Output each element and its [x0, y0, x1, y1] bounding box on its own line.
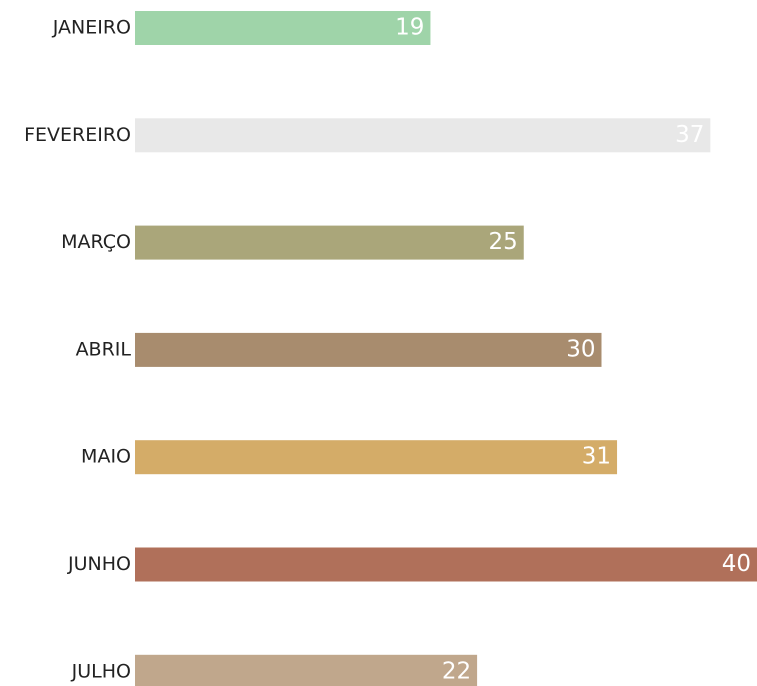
category-label: JULHO: [71, 660, 131, 682]
value-label: 30: [566, 336, 595, 362]
value-label: 31: [582, 444, 611, 470]
value-label: 25: [488, 229, 517, 255]
category-label: ABRIL: [76, 338, 132, 360]
category-label: JUNHO: [67, 553, 131, 575]
category-label: MARÇO: [61, 231, 131, 253]
bar: [135, 440, 618, 475]
bar: [135, 118, 711, 153]
bar: [135, 11, 431, 45]
bar: [135, 332, 602, 367]
bar: [135, 225, 524, 260]
value-label: 19: [395, 15, 424, 41]
bar: [135, 547, 757, 582]
value-label: 22: [442, 658, 471, 684]
category-label: JANEIRO: [52, 17, 131, 39]
value-label: 40: [722, 551, 751, 577]
bar: [135, 654, 478, 686]
category-label: MAIO: [81, 446, 131, 468]
category-label: FEVEREIRO: [24, 124, 131, 146]
value-label: 37: [675, 122, 704, 148]
